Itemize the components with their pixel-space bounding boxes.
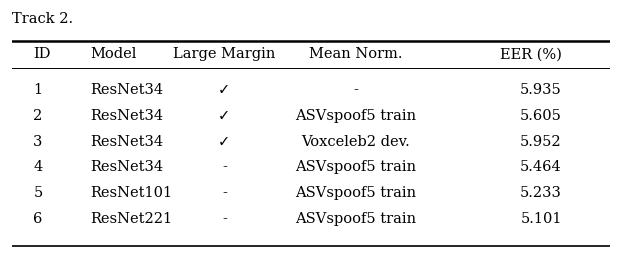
- Text: ResNet34: ResNet34: [90, 134, 163, 148]
- Text: 1: 1: [34, 83, 42, 97]
- Text: Large Margin: Large Margin: [174, 47, 276, 61]
- Text: EER (%): EER (%): [500, 47, 562, 61]
- Text: 5.935: 5.935: [520, 83, 562, 97]
- Text: ID: ID: [34, 47, 51, 61]
- Text: ✓: ✓: [218, 108, 231, 123]
- Text: 5.952: 5.952: [520, 134, 562, 148]
- Text: 4: 4: [34, 160, 42, 174]
- Text: ResNet101: ResNet101: [90, 186, 172, 200]
- Text: 5.605: 5.605: [520, 109, 562, 123]
- Text: -: -: [222, 186, 227, 200]
- Text: 5.101: 5.101: [520, 212, 562, 226]
- Text: ASVspoof5 train: ASVspoof5 train: [295, 186, 416, 200]
- Text: ResNet34: ResNet34: [90, 83, 163, 97]
- Text: 2: 2: [34, 109, 42, 123]
- Text: Mean Norm.: Mean Norm.: [309, 47, 402, 61]
- Text: 5.233: 5.233: [520, 186, 562, 200]
- Text: -: -: [222, 212, 227, 226]
- Text: 6: 6: [34, 212, 43, 226]
- Text: ✓: ✓: [218, 134, 231, 149]
- Text: ASVspoof5 train: ASVspoof5 train: [295, 109, 416, 123]
- Text: ASVspoof5 train: ASVspoof5 train: [295, 160, 416, 174]
- Text: ResNet34: ResNet34: [90, 160, 163, 174]
- Text: Voxceleb2 dev.: Voxceleb2 dev.: [302, 134, 410, 148]
- Text: Track 2.: Track 2.: [12, 13, 73, 26]
- Text: ASVspoof5 train: ASVspoof5 train: [295, 212, 416, 226]
- Text: 5: 5: [34, 186, 42, 200]
- Text: ✓: ✓: [218, 82, 231, 97]
- Text: 3: 3: [34, 134, 43, 148]
- Text: ResNet34: ResNet34: [90, 109, 163, 123]
- Text: -: -: [353, 83, 358, 97]
- Text: -: -: [222, 160, 227, 174]
- Text: 5.464: 5.464: [520, 160, 562, 174]
- Text: ResNet221: ResNet221: [90, 212, 172, 226]
- Text: Model: Model: [90, 47, 136, 61]
